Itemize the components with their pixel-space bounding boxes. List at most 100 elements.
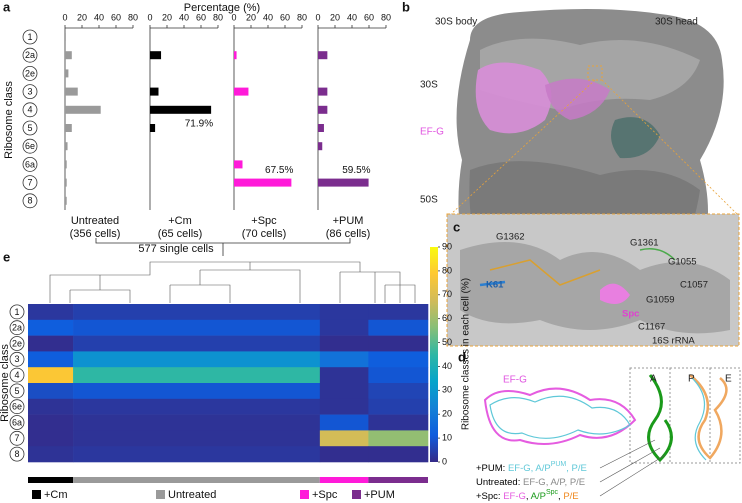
heatmap-cell	[73, 319, 321, 336]
heatmap-cell	[368, 446, 429, 463]
class-badge	[22, 66, 38, 81]
bar	[65, 178, 67, 187]
heatmap-cell	[368, 351, 429, 368]
legend-swatch	[352, 490, 361, 499]
x-tick-label: 0	[231, 12, 236, 22]
class-badge	[22, 138, 38, 154]
class-badge	[9, 320, 25, 336]
bar	[234, 87, 249, 96]
x-tick-label: 80	[297, 12, 307, 22]
bar	[318, 51, 328, 60]
x-tick-label: 40	[179, 12, 189, 22]
heatmap-cell	[28, 319, 74, 336]
group-bar	[319, 477, 369, 483]
legend-part: P/E	[563, 491, 578, 502]
x-axis-title: Percentage (%)	[184, 2, 260, 14]
heatmap-cell	[368, 383, 429, 400]
heatmap-cell	[319, 351, 369, 368]
bar	[150, 51, 162, 60]
legend-part: EF-G, A/P, P/E	[523, 477, 585, 488]
x-tick-label: 0	[147, 12, 152, 22]
colorbar	[430, 247, 438, 462]
class-badge	[9, 430, 25, 446]
bar	[65, 124, 72, 132]
heatmap-cell	[319, 383, 369, 400]
panel-label: d	[458, 349, 466, 364]
x-tick-label: 60	[280, 12, 290, 22]
x-tick-label: 60	[364, 12, 374, 22]
panel-label: e	[3, 249, 10, 264]
colorbar-tick-label: 10	[442, 432, 452, 442]
residue-label: C1167	[638, 322, 665, 333]
series-name: +Cm	[168, 215, 192, 227]
bar	[234, 178, 292, 187]
map-label: EF-G	[420, 127, 444, 138]
colorbar-tick-label: 70	[442, 289, 452, 299]
legend-swatch	[156, 490, 165, 499]
x-tick-label: 80	[128, 12, 138, 22]
y-axis-title: Ribosome class	[3, 81, 15, 159]
y-tick-label: 8	[27, 196, 32, 206]
colorbar-tick-label: 60	[442, 313, 452, 323]
structure-label: P	[688, 374, 695, 385]
heatmap-cell	[73, 398, 321, 415]
heatmap-cell	[368, 414, 429, 431]
heatmap-cell	[319, 430, 369, 447]
colorbar-label: Ribosome classes in each cell (%)	[461, 278, 472, 430]
heatmap-cell	[368, 319, 429, 336]
map-label: 30S	[420, 80, 438, 91]
bar	[234, 160, 243, 169]
y-tick-label: 3	[14, 354, 19, 364]
legend-part: PUM	[551, 461, 567, 468]
heatmap-cell	[28, 398, 74, 415]
map-label: 30S body	[435, 17, 477, 28]
heatmap-cell	[319, 304, 369, 321]
x-tick-label: 20	[162, 12, 172, 22]
y-tick-label: 1	[14, 307, 19, 317]
class-badge	[22, 102, 38, 118]
y-tick-label: 2e	[25, 68, 35, 78]
series-name: +PUM	[333, 215, 364, 227]
class-badge	[22, 120, 38, 136]
structure-label: E	[725, 374, 732, 385]
series-name: +Spc	[251, 215, 277, 227]
y-tick-label: 7	[27, 177, 32, 187]
series-subtitle: (356 cells)	[70, 228, 121, 240]
heatmap-cell	[73, 414, 321, 431]
x-tick-label: 0	[315, 12, 320, 22]
y-tick-label: 4	[14, 370, 19, 380]
legend-part: ,	[558, 491, 563, 502]
y-tick-label: 5	[27, 123, 32, 133]
residue-label: G1362	[496, 232, 525, 243]
heatmap-cell	[28, 351, 74, 368]
x-tick-label: 40	[347, 12, 357, 22]
heatmap-cell	[28, 383, 74, 400]
y-axis-title: Ribosome class	[0, 344, 11, 422]
group-bar	[73, 477, 320, 483]
residue-label: G1361	[630, 238, 659, 249]
legend-part: A/P	[531, 491, 546, 502]
x-tick-label: 80	[381, 12, 391, 22]
x-tick-label: 60	[196, 12, 206, 22]
heatmap-cell	[28, 414, 74, 431]
legend-swatch	[300, 490, 309, 499]
class-badge	[9, 415, 25, 430]
x-tick-label: 20	[77, 12, 87, 22]
series-name: Untreated	[71, 215, 119, 227]
heatmap-cell	[368, 398, 429, 415]
heatmap-cell	[319, 335, 369, 352]
bar	[65, 105, 101, 114]
bar	[65, 142, 68, 151]
class-badge	[22, 193, 38, 209]
heatmap-cell	[368, 304, 429, 321]
y-tick-label: 7	[14, 433, 19, 443]
x-tick-label: 0	[62, 12, 67, 22]
colorbar-tick-label: 20	[442, 409, 452, 419]
heatmap-cell	[368, 367, 429, 384]
x-tick-label: 60	[111, 12, 121, 22]
y-tick-label: 2a	[12, 323, 22, 333]
heatmap-cell	[28, 304, 74, 321]
residue-label: Spc	[622, 309, 639, 320]
class-badge	[22, 175, 38, 191]
